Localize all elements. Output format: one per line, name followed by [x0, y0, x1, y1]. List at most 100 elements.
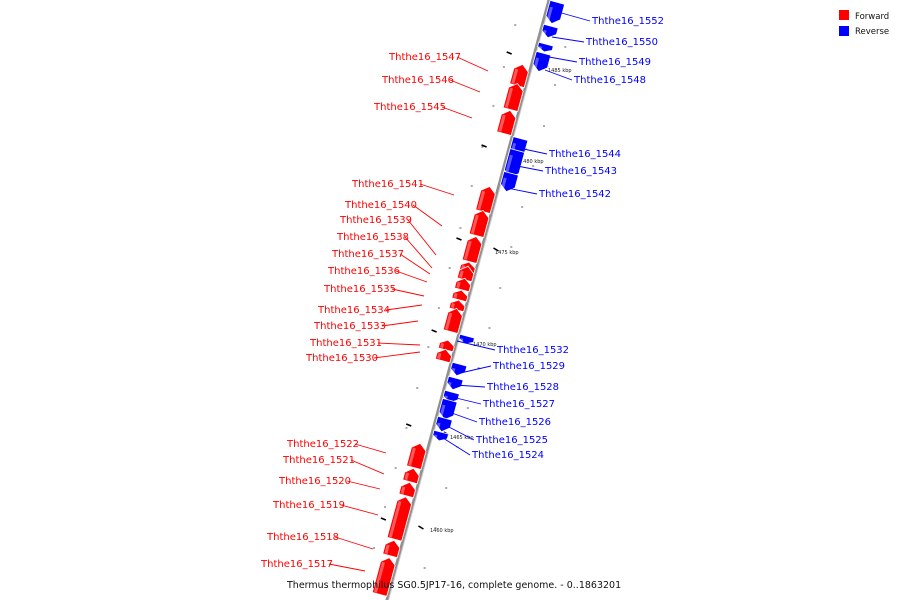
gene-label: Ththe16_1528: [486, 382, 559, 393]
gene-leader-line: [395, 270, 428, 283]
major-tick: [493, 247, 499, 252]
gene-leader-line: [334, 536, 374, 550]
gene-arrow: [545, 0, 566, 25]
legend: Forward Reverse: [839, 10, 889, 37]
gene-shading: [546, 6, 553, 22]
gene-label: Ththe16_1520: [278, 476, 351, 487]
gene-arrow: [451, 289, 469, 303]
gene-leader-line: [391, 288, 425, 297]
gene-leader-line: [328, 563, 366, 572]
genome-caption: Thermus thermophilus SG0.5JP17-16, compl…: [286, 580, 621, 591]
reverse-gene-arrow: [500, 170, 519, 193]
forward-gene-arrow: [454, 277, 472, 293]
gene-shading: [533, 57, 540, 70]
gene-shading: [458, 270, 464, 279]
gene-shading: [384, 544, 390, 554]
gene-label: Ththe16_1539: [339, 215, 412, 226]
forward-gene-arrow: [398, 481, 416, 499]
major-tick: [405, 423, 412, 427]
gene-label: Ththe16_1524: [471, 450, 544, 461]
scale-label: 1485 kbp: [548, 68, 572, 74]
gene-arrow: [435, 415, 453, 433]
gene-leader-line: [441, 106, 473, 119]
gene-label: Ththe16_1544: [548, 149, 621, 160]
backbone-layer: [385, 0, 552, 600]
gene-leader-line: [449, 79, 481, 93]
scale-label: 1475 kbp: [495, 250, 519, 256]
gene-arrow: [437, 339, 455, 353]
reverse-gene-arrow: [432, 429, 450, 442]
gene-arrow: [456, 265, 475, 283]
gene-leader-line: [412, 204, 443, 227]
forward-gene-arrow: [509, 63, 529, 89]
gene-shading: [450, 302, 455, 309]
gene-arrow: [450, 361, 468, 377]
forward-gene-arrow: [382, 539, 401, 559]
gene-arrow: [371, 557, 396, 597]
major-tick: [380, 517, 387, 521]
gene-label: Ththe16_1526: [478, 417, 551, 428]
forward-gene-arrow: [461, 235, 483, 264]
gene-label: Ththe16_1538: [336, 232, 409, 243]
gene-label: Ththe16_1519: [272, 500, 345, 511]
gene-arrow: [454, 277, 472, 293]
forward-gene-arrow: [371, 557, 396, 597]
forward-gene-arrow: [442, 307, 463, 335]
gene-leader-line: [557, 11, 591, 22]
forward-gene-arrow: [386, 496, 412, 542]
gene-arrow: [496, 109, 517, 137]
forward-gene-arrow: [456, 265, 475, 283]
gene-arrow: [458, 333, 475, 345]
gene-label: Ththe16_1531: [309, 338, 382, 349]
gene-shading: [538, 46, 543, 51]
gene-arrow: [446, 375, 464, 391]
gene-arrow: [442, 307, 463, 335]
gene-shading: [440, 342, 445, 349]
forward-gene-arrow: [402, 467, 420, 485]
forward-gene-arrow: [448, 299, 466, 313]
gene-label: Ththe16_1529: [492, 361, 565, 372]
gene-leader-line: [340, 504, 379, 516]
gene-leader-line: [544, 69, 573, 81]
gene-shading: [459, 338, 464, 343]
major-tick: [431, 329, 437, 333]
gene-label: Ththe16_1535: [323, 284, 396, 295]
gene-arrow: [500, 170, 519, 193]
gene-label: Ththe16_1545: [373, 102, 446, 113]
scale-label: 1465 kbp: [450, 435, 474, 441]
gene-shading: [404, 472, 410, 481]
scale-label: 1460 kbp: [430, 528, 454, 534]
gene-arrow: [382, 539, 401, 559]
forward-gene-arrow: [406, 442, 427, 471]
gene-label: Ththe16_1525: [475, 435, 548, 446]
gene-leader-line: [377, 342, 421, 346]
gene-label: Ththe16_1546: [381, 75, 454, 86]
gene-leader-line: [551, 36, 585, 43]
gene-arrow: [432, 429, 450, 442]
gene-leader-line: [451, 396, 482, 405]
gene-shading: [504, 154, 513, 176]
gene-shading: [437, 352, 442, 360]
gene-leader-line: [419, 183, 455, 196]
gene-label: Ththe16_1530: [305, 353, 378, 364]
gene-leader-line: [455, 365, 492, 375]
gene-arrow: [475, 185, 496, 214]
gene-shading: [373, 561, 385, 593]
forward-gene-arrow: [475, 185, 496, 214]
gene-shading: [470, 214, 479, 234]
gene-leader-line: [518, 147, 548, 155]
gene-leader-line: [456, 340, 496, 351]
gene-label: Ththe16_1521: [282, 455, 355, 466]
gene-arrow: [541, 23, 559, 39]
gene-shading: [453, 292, 458, 299]
legend-reverse-label: Reverse: [855, 27, 889, 37]
gene-label: Ththe16_1541: [351, 179, 424, 190]
gene-shading: [388, 500, 402, 538]
forward-gene-arrow: [502, 82, 524, 112]
backbone-highlight: [388, 0, 552, 600]
gene-leader-line: [350, 459, 385, 475]
major-tick: [506, 51, 512, 55]
forward-gene-arrow: [451, 289, 469, 303]
gene-label: Ththe16_1540: [344, 200, 417, 211]
